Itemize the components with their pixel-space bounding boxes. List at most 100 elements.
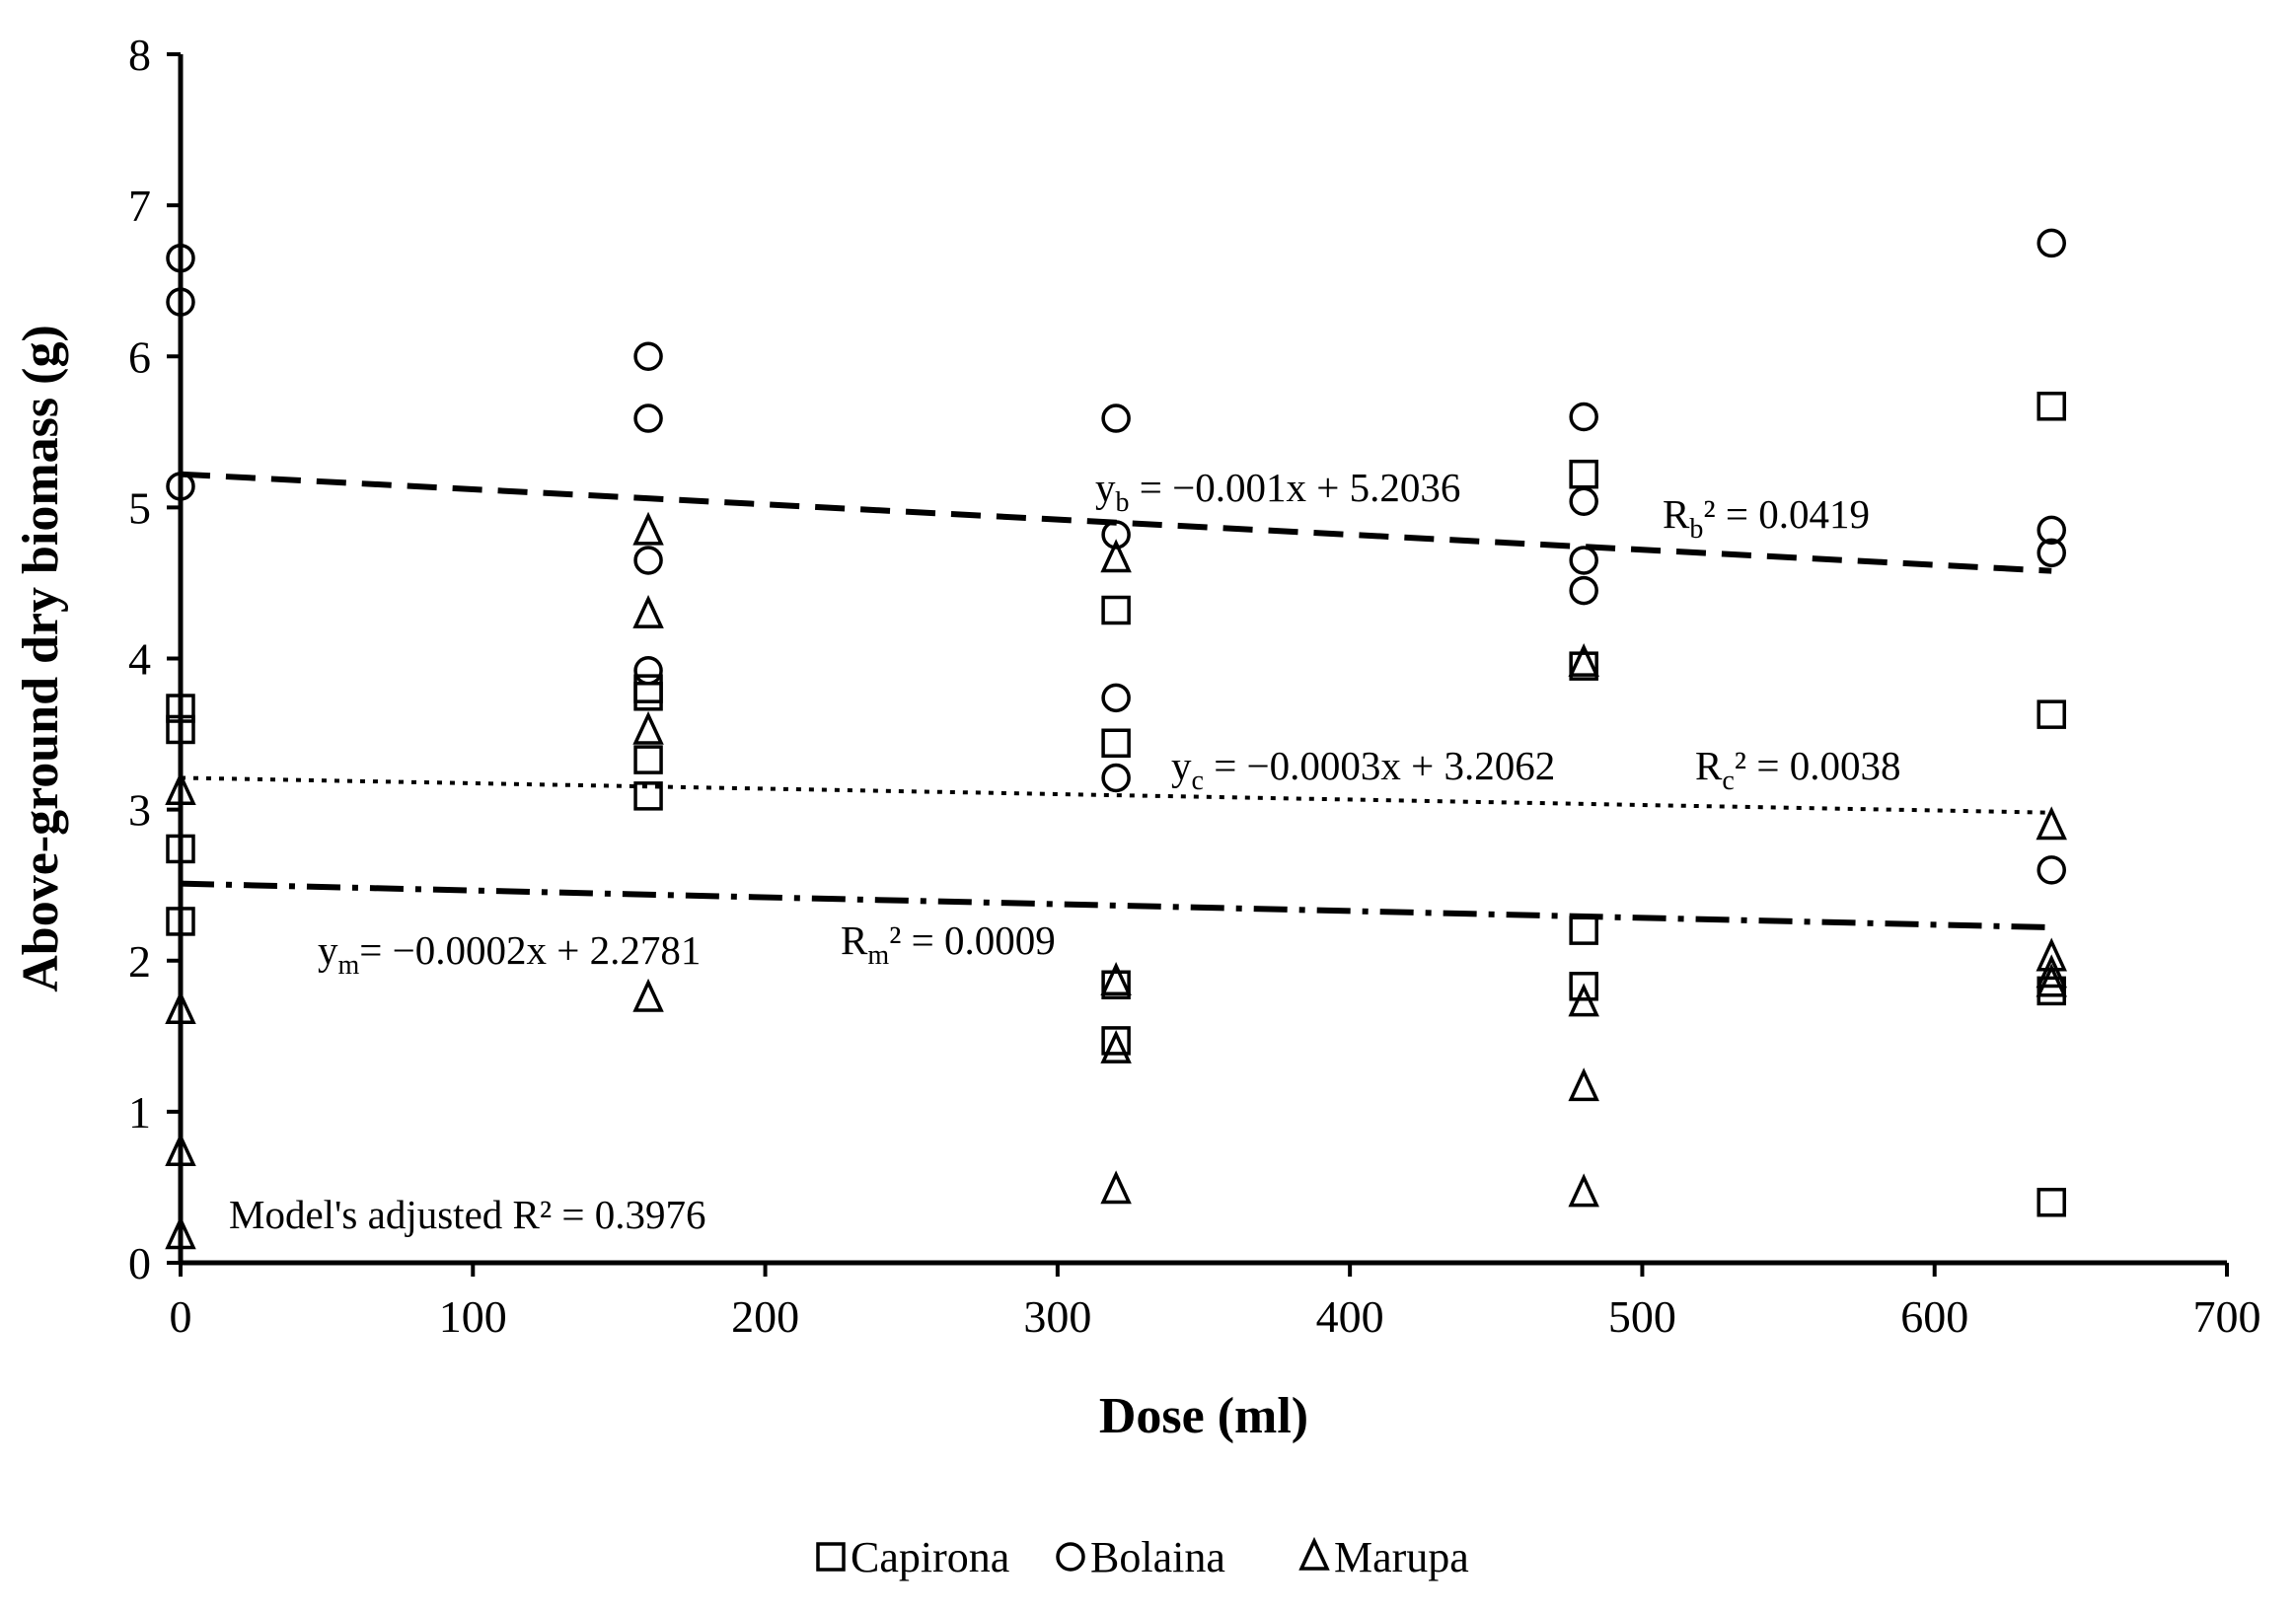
bolaina-point [1569, 402, 1598, 432]
capirona-point [1101, 728, 1131, 758]
capirona-point [633, 781, 663, 811]
bolaina-point [166, 287, 195, 317]
marupa-point [632, 710, 664, 745]
capirona-point [633, 745, 663, 774]
equation-capirona-subscript: c [1192, 766, 1204, 796]
capirona-point [2037, 976, 2066, 1006]
capirona-point [2037, 392, 2066, 421]
y-tick-label: 7 [128, 181, 151, 231]
y-tick-label: 4 [128, 634, 151, 685]
bolaina-point [166, 243, 195, 273]
marupa-point [632, 511, 664, 546]
y-tick-label: 1 [128, 1087, 151, 1137]
x-tick-label: 200 [731, 1291, 799, 1342]
equation-marupa-y: y [318, 927, 338, 973]
bolaina-point [1101, 763, 1131, 793]
capirona-point [633, 682, 663, 711]
marupa-point [1568, 642, 1599, 677]
equation-marupa-subscript: m [338, 950, 360, 981]
equation-marupa-rest: = −0.0002x + 2.2781 [359, 927, 701, 973]
marupa-point [165, 990, 196, 1025]
x-tick-label: 600 [1900, 1291, 1968, 1342]
equation-capirona: yc = −0.0003x + 3.2062 [1171, 743, 1555, 796]
bolaina-point [2037, 538, 2066, 568]
x-axis-title: Dose (ml) [1099, 1388, 1308, 1444]
marupa-point [1100, 1029, 1132, 1063]
y-tick-label: 3 [128, 785, 151, 836]
equation-bolaina: yb = −0.001x + 5.2036 [1095, 465, 1460, 518]
x-tick-label: 300 [1023, 1291, 1091, 1342]
legend-capirona-marker [816, 1542, 846, 1572]
x-tick-label: 700 [2193, 1291, 2261, 1342]
r2-bolaina-rest: ² = 0.0419 [1703, 491, 1870, 537]
r2-capirona-subscript: c [1722, 766, 1734, 796]
capirona-point [166, 694, 195, 723]
x-tick-label: 0 [170, 1291, 192, 1342]
y-tick-label: 5 [128, 482, 151, 533]
bolaina-point [1101, 683, 1131, 713]
marupa-point [2036, 954, 2067, 989]
model-adjusted-r2: Model's adjusted R² = 0.3976 [229, 1192, 706, 1237]
x-tick-label: 100 [439, 1291, 507, 1342]
trendline-marupa [180, 880, 2052, 931]
marupa-point [1100, 962, 1132, 995]
y-tick-label: 6 [128, 331, 151, 382]
legend: Capirona Bolaina Marupa [816, 1533, 1469, 1581]
bolaina-point [633, 546, 663, 575]
equation-marupa: ym= −0.0002x + 2.2781 [318, 927, 701, 981]
marupa-point [1568, 983, 1599, 1017]
marupa-point [1100, 1170, 1132, 1205]
y-tick-label: 0 [128, 1238, 151, 1288]
bolaina-point [633, 656, 663, 686]
bolaina-point [1569, 575, 1598, 606]
capirona-point [1101, 1026, 1131, 1056]
r2-marupa: Rm² = 0.0009 [841, 917, 1056, 971]
marupa-point [632, 978, 664, 1012]
equation-capirona-rest: = −0.0003x + 3.2062 [1204, 743, 1555, 788]
y-axis-title: Above-ground dry biomass (g) [13, 325, 69, 992]
capirona-point [1101, 595, 1131, 625]
bolaina-point [1101, 520, 1131, 550]
capirona-point [1569, 651, 1598, 681]
capirona-point [1569, 459, 1598, 489]
x-tick-label: 400 [1316, 1291, 1384, 1342]
r2-capirona-r: R [1695, 743, 1723, 788]
bolaina-point [2037, 228, 2066, 258]
bolaina-point [166, 472, 195, 501]
data-points [165, 228, 2067, 1250]
equation-bolaina-y: y [1095, 465, 1116, 510]
capirona-point [2037, 699, 2066, 729]
legend-bolaina-label: Bolaina [1090, 1533, 1225, 1581]
legend-marupa-marker [1298, 1536, 1330, 1571]
marupa-point [2036, 963, 2067, 997]
r2-marupa-r: R [841, 917, 868, 963]
equation-bolaina-subscript: b [1116, 487, 1130, 518]
y-axis-ticks: 0 1 2 3 4 5 6 7 8 [128, 30, 181, 1288]
capirona-point [166, 907, 195, 936]
bolaina-point [1101, 403, 1131, 433]
y-tick-label: 8 [128, 30, 151, 80]
capirona-point [166, 714, 195, 745]
r2-capirona: Rc² = 0.0038 [1695, 743, 1900, 796]
equation-annotations: yb = −0.001x + 5.2036 Rb² = 0.0419 yc = … [229, 465, 1900, 1237]
trendline-capirona [180, 775, 2052, 815]
bolaina-point [633, 341, 663, 371]
axes: 0 1 2 3 4 5 6 7 8 0 100 200 300 400 500 600 700 Above-g… [13, 30, 2261, 1444]
bolaina-point [2037, 855, 2066, 885]
marupa-point [1568, 1067, 1599, 1102]
r2-marupa-rest: ² = 0.0009 [889, 917, 1056, 963]
marupa-point [2036, 806, 2067, 841]
x-tick-label: 500 [1608, 1291, 1676, 1342]
r2-capirona-rest: ² = 0.0038 [1735, 743, 1901, 788]
r2-bolaina-r: R [1663, 491, 1690, 537]
marupa-point [165, 1133, 196, 1166]
marupa-point [1568, 1173, 1599, 1208]
r2-bolaina-subscript: b [1689, 514, 1703, 545]
capirona-point [166, 834, 195, 864]
capirona-point [1101, 970, 1131, 999]
bolaina-point [2037, 515, 2066, 546]
marupa-point [632, 594, 664, 628]
bolaina-point [633, 403, 663, 433]
bolaina-point [1569, 486, 1598, 516]
